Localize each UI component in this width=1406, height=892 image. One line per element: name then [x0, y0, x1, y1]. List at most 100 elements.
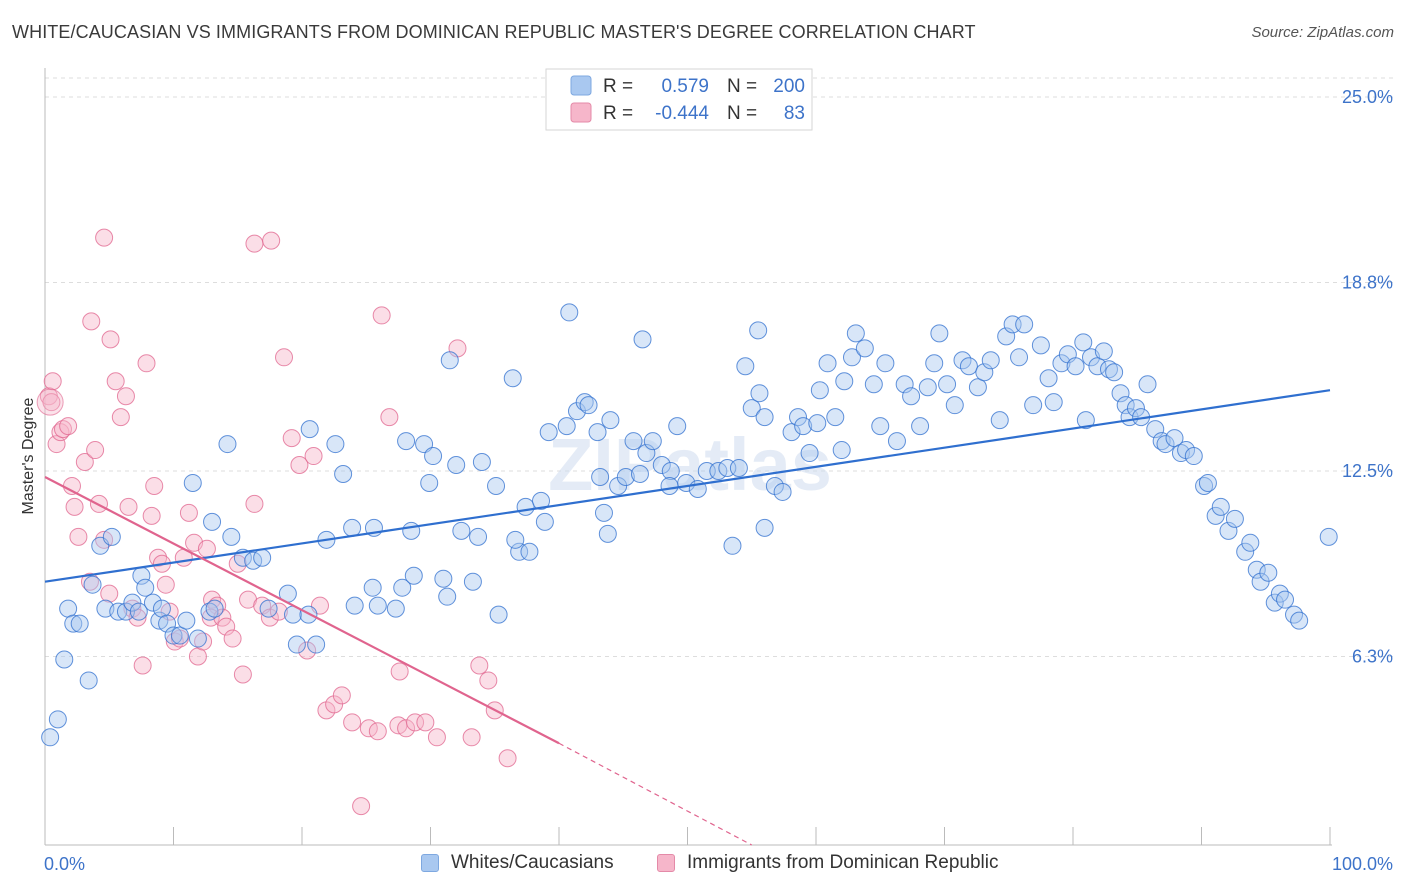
chart-title: WHITE/CAUCASIAN VS IMMIGRANTS FROM DOMIN… [12, 22, 976, 42]
white-point [300, 420, 319, 439]
white-point [560, 303, 579, 322]
white-point [668, 417, 687, 436]
white-point [307, 635, 326, 654]
white-point [832, 441, 851, 460]
immigrant-point [137, 354, 156, 373]
immigrant-point [142, 506, 161, 525]
white-point [818, 354, 837, 373]
white-point [1290, 611, 1309, 630]
correlation-legend: R = 0.579 N = 200 R = -0.444 N = 83 [545, 68, 813, 131]
white-point [742, 399, 761, 418]
white-point [1285, 605, 1304, 624]
white-point [1247, 560, 1266, 579]
white-point [218, 435, 237, 454]
white-point [1094, 342, 1113, 361]
white-point [1116, 396, 1135, 415]
white-point [1276, 590, 1295, 609]
white-point [1015, 315, 1034, 334]
white-point [1105, 363, 1124, 382]
white-point [1251, 572, 1270, 591]
white-point [997, 327, 1016, 346]
immigrant-point [390, 662, 409, 681]
white-point [1211, 497, 1230, 516]
immigrant-point [119, 497, 138, 516]
white-point [1219, 521, 1238, 540]
immigrants-swatch [657, 854, 675, 872]
white-point [800, 444, 819, 463]
white-point [871, 417, 890, 436]
white-point [1319, 527, 1338, 546]
legend-pink-swatch [570, 102, 592, 123]
immigrant-point [95, 228, 114, 247]
immigrant-point [470, 656, 489, 675]
immigrant-point [217, 617, 236, 636]
white-point [826, 408, 845, 427]
white-point [143, 593, 162, 612]
immigrant-point [343, 713, 362, 732]
white-point [79, 671, 98, 690]
white-point [434, 569, 453, 588]
white-point [1146, 420, 1165, 439]
white-point [506, 530, 525, 549]
white-point [557, 417, 576, 436]
white-point [810, 381, 829, 400]
whites-swatch [421, 854, 439, 872]
white-point [975, 363, 994, 382]
white-point [102, 527, 121, 546]
immigrant-point [269, 602, 288, 621]
legend-item-whites: Whites/Caucasians [421, 852, 614, 874]
white-point [938, 375, 957, 394]
white-point [109, 602, 128, 621]
immigrant-point [304, 447, 323, 466]
white-point [41, 728, 60, 747]
series-legend: Whites/Caucasians Immigrants from Domini… [0, 852, 1406, 878]
white-point [83, 575, 102, 594]
white-point [64, 614, 83, 633]
immigrant-point [65, 497, 84, 516]
white-point [516, 497, 535, 516]
white-point [1111, 384, 1130, 403]
white-point [1039, 369, 1058, 388]
immigrant-point [116, 387, 135, 406]
immigrant-point [427, 728, 446, 747]
white-point [532, 491, 551, 510]
legend-n-label-pink: N = [727, 103, 757, 124]
white-point [846, 324, 865, 343]
immigrant-point [194, 632, 213, 651]
white-point [1052, 354, 1071, 373]
legend-blue-swatch [570, 75, 592, 96]
white-point [368, 596, 387, 615]
immigrant-point [197, 539, 216, 558]
immigrant-point [397, 719, 416, 738]
white-point [1270, 584, 1289, 603]
white-point [660, 476, 679, 495]
white-point [736, 357, 755, 376]
white-point [183, 473, 202, 492]
white-point [469, 527, 488, 546]
white-point [755, 518, 774, 537]
trend-lines [44, 389, 1331, 846]
white-point [1236, 542, 1255, 561]
immigrant-point [406, 713, 425, 732]
white-point [415, 435, 434, 454]
immigrants-trend-line [44, 476, 560, 745]
white-point [402, 521, 421, 540]
white-point [594, 503, 613, 522]
white-point [911, 417, 930, 436]
immigrant-point [156, 575, 175, 594]
white-point [588, 423, 607, 442]
white-point [1031, 336, 1050, 355]
legend-r-label-pink: R = [603, 103, 633, 124]
immigrant-point [43, 372, 62, 391]
immigrant-point [82, 312, 101, 331]
white-point [773, 482, 792, 501]
white-point [643, 432, 662, 451]
source-label: Source: ZipAtlas.com [1251, 24, 1394, 41]
white-point [1076, 411, 1095, 430]
white-point [808, 414, 827, 433]
x-tick-label: 0.0% [44, 854, 85, 874]
white-point [1156, 435, 1175, 454]
immigrant-point [233, 665, 252, 684]
white-point [567, 402, 586, 421]
immigrant-point [75, 453, 94, 472]
